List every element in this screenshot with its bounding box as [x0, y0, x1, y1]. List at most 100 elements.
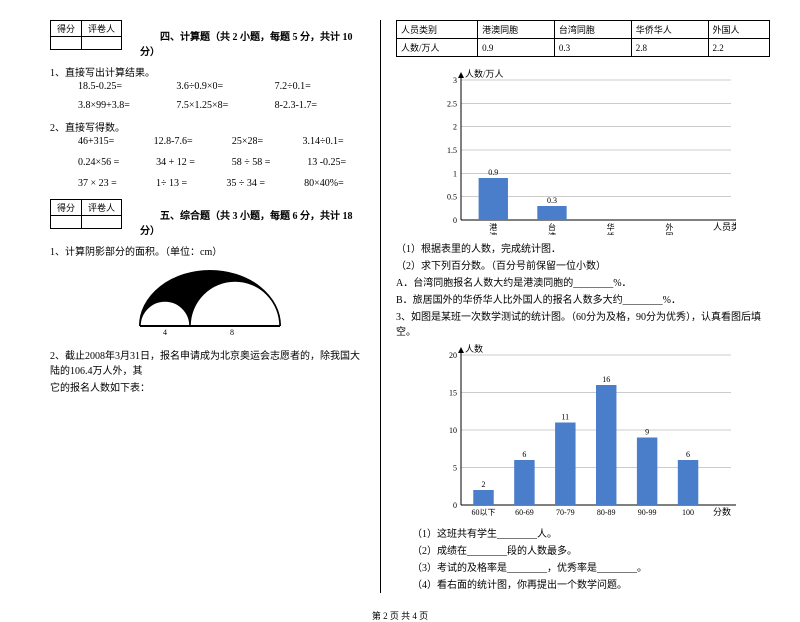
- svg-text:3: 3: [453, 76, 457, 85]
- section5-title: 五、综合题（共 3 小题，每题 6 分，共计 18 分）: [140, 211, 353, 237]
- td: 2.8: [631, 39, 708, 57]
- calc-cell: 3.8×99+3.8=: [78, 100, 168, 111]
- calc-cell: 80×40%=: [304, 178, 365, 189]
- svg-text:人数/万人: 人数/万人: [465, 68, 504, 79]
- svg-text:华: 华: [607, 222, 615, 232]
- q3-1: （1）这班共有学生________人。: [412, 525, 770, 540]
- svg-text:2: 2: [482, 480, 486, 489]
- section4-title: 四、计算题（共 2 小题，每题 5 分，共计 10 分）: [140, 32, 353, 58]
- svg-text:9: 9: [645, 428, 649, 437]
- calc-cell: 35 ÷ 34 =: [226, 178, 286, 189]
- svg-text:0: 0: [453, 501, 457, 510]
- q1-text: 1、直接写出计算结果。: [50, 64, 365, 79]
- svg-text:分数: 分数: [713, 506, 731, 517]
- th: 华侨华人: [631, 21, 708, 39]
- svg-text:10: 10: [449, 426, 457, 435]
- left-column: 得分 评卷人 四、计算题（共 2 小题，每题 5 分，共计 10 分） 1、直接…: [50, 20, 380, 593]
- td: 0.9: [478, 39, 555, 57]
- q2-text: 2、直接写得数。: [50, 119, 365, 134]
- calc-cell: 37 × 23 =: [78, 178, 138, 189]
- svg-text:6: 6: [686, 450, 690, 459]
- sub2a: A．台湾同胞报名人数大约是港澳同胞的________%．: [396, 274, 770, 289]
- svg-text:台: 台: [548, 222, 556, 232]
- svg-text:侨: 侨: [607, 231, 615, 235]
- svg-text:90-99: 90-99: [638, 508, 657, 517]
- calc-cell: 58 ÷ 58 =: [232, 157, 289, 168]
- arc-label-4: 4: [163, 328, 167, 336]
- svg-text:人员类别: 人员类别: [713, 221, 736, 232]
- calc-cell: 1÷ 13 =: [156, 178, 208, 189]
- right-column: 人员类别 港澳同胞 台湾同胞 华侨华人 外国人 人数/万人 0.9 0.3 2.…: [380, 20, 770, 593]
- q5-2b: 它的报名人数如下表：: [50, 379, 365, 394]
- q5-2a: 2、截止2008年3月31日，报名申请成为北京奥运会志愿者的，除我国大陆的106…: [50, 347, 365, 377]
- svg-text:港: 港: [489, 222, 497, 232]
- volunteer-table: 人员类别 港澳同胞 台湾同胞 华侨华人 外国人 人数/万人 0.9 0.3 2.…: [396, 20, 770, 57]
- calc-cell: 3.6÷0.9×0=: [176, 81, 266, 92]
- svg-text:1.5: 1.5: [447, 146, 457, 155]
- svg-text:5: 5: [453, 464, 457, 473]
- th: 港澳同胞: [478, 21, 555, 39]
- calc-cell: 7.2÷0.1=: [275, 81, 365, 92]
- svg-text:国: 国: [665, 232, 673, 235]
- worksheet-page: 得分 评卷人 四、计算题（共 2 小题，每题 5 分，共计 10 分） 1、直接…: [0, 0, 800, 603]
- svg-text:15: 15: [449, 389, 457, 398]
- calc-cell: 0.24×56 =: [78, 157, 138, 168]
- volunteer-chart: 00.511.522.53人数/万人人员类别0.9港澳同胞0.3台湾同胞华侨华人…: [426, 65, 770, 238]
- calc-cell: 12.8-7.6=: [154, 136, 214, 147]
- svg-text:0.9: 0.9: [488, 168, 498, 177]
- calc-row-5: 37 × 23 = 1÷ 13 = 35 ÷ 34 = 80×40%=: [78, 178, 365, 189]
- score-box-1: 得分 评卷人: [50, 20, 122, 50]
- svg-text:0: 0: [453, 216, 457, 225]
- svg-text:2: 2: [453, 123, 457, 132]
- sub2: （2）求下列百分数。（百分号前保留一位小数）: [396, 257, 770, 272]
- th: 台湾同胞: [554, 21, 631, 39]
- table-row: 人员类别 港澳同胞 台湾同胞 华侨华人 外国人: [397, 21, 770, 39]
- score-chart: 05101520人数分数260以下660-691170-791680-89990…: [426, 340, 770, 523]
- svg-text:80-89: 80-89: [597, 508, 616, 517]
- arc-svg: 4 8: [130, 266, 290, 336]
- grader-header: 评卷人: [82, 21, 122, 37]
- q3-4: （4）看右面的统计图，你再提出一个数学问题。: [412, 576, 770, 591]
- score-header: 得分: [51, 21, 82, 37]
- svg-text:1: 1: [453, 169, 457, 178]
- svg-text:20: 20: [449, 351, 457, 360]
- svg-text:6: 6: [522, 450, 526, 459]
- calc-cell: 18.5-0.25=: [78, 81, 168, 92]
- svg-text:人数: 人数: [465, 343, 483, 354]
- svg-text:16: 16: [602, 375, 610, 384]
- svg-text:湾: 湾: [548, 231, 556, 235]
- th: 外国人: [708, 21, 769, 39]
- svg-text:60-69: 60-69: [515, 508, 534, 517]
- calc-row-2: 3.8×99+3.8= 7.5×1.25×8= 8-2.3-1.7=: [78, 100, 365, 111]
- page-footer: 第 2 页 共 4 页: [0, 609, 800, 622]
- score-header: 得分: [51, 200, 82, 216]
- td: 0.3: [554, 39, 631, 57]
- th: 人员类别: [397, 21, 478, 39]
- q3-3: （3）考试的及格率是________，优秀率是________。: [412, 559, 770, 574]
- calc-cell: 34 + 12 =: [156, 157, 214, 168]
- svg-text:外: 外: [665, 222, 673, 232]
- q3: 3、如图是某班一次数学测试的统计图。（60分为及格，90分为优秀），认真看图后填…: [396, 308, 770, 338]
- svg-text:100: 100: [682, 508, 694, 517]
- q5-1-text: 1、计算阴影部分的面积。（单位：cm）: [50, 243, 365, 258]
- arc-label-8: 8: [230, 328, 234, 336]
- grader-header: 评卷人: [82, 200, 122, 216]
- sub2b: B．旅居国外的华侨华人比外国人的报名人数多大约________%．: [396, 291, 770, 306]
- svg-text:2.5: 2.5: [447, 99, 457, 108]
- table-row: 人数/万人 0.9 0.3 2.8 2.2: [397, 39, 770, 57]
- sub1: （1）根据表里的人数，完成统计图．: [396, 240, 770, 255]
- calc-row-1: 18.5-0.25= 3.6÷0.9×0= 7.2÷0.1=: [78, 81, 365, 92]
- q3-2: （2）成绩在________段的人数最多。: [412, 542, 770, 557]
- calc-cell: 8-2.3-1.7=: [275, 100, 365, 111]
- svg-text:0.5: 0.5: [447, 193, 457, 202]
- chart1-svg: 00.511.522.53人数/万人人员类别0.9港澳同胞0.3台湾同胞华侨华人…: [426, 65, 736, 235]
- svg-text:70-79: 70-79: [556, 508, 575, 517]
- calc-cell: 25×28=: [232, 136, 285, 147]
- calc-row-3: 46+315= 12.8-7.6= 25×28= 3.14÷0.1=: [78, 136, 365, 147]
- calc-cell: 13 -0.25=: [307, 157, 365, 168]
- chart2-svg: 05101520人数分数260以下660-691170-791680-89990…: [426, 340, 736, 520]
- svg-text:澳: 澳: [489, 231, 497, 235]
- svg-text:60以下: 60以下: [472, 508, 496, 517]
- score-box-2: 得分 评卷人: [50, 199, 122, 229]
- svg-text:0.3: 0.3: [547, 196, 557, 205]
